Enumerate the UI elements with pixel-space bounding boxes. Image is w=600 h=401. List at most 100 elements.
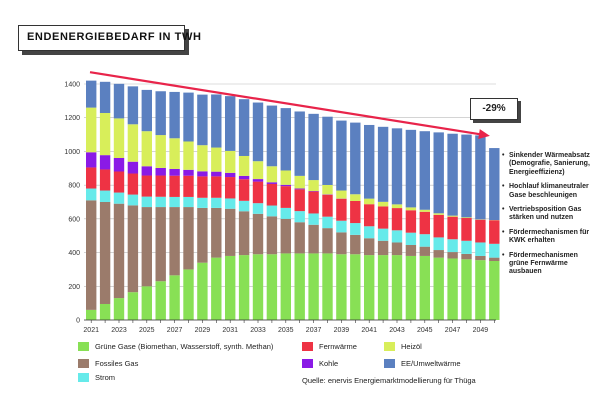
bar-segment-heizoel <box>197 145 208 172</box>
bar-segment-ee <box>99 81 111 113</box>
bar-segment-fernwaerme <box>127 173 139 195</box>
bar-segment-heizoel <box>280 170 291 185</box>
bar-segment-fossiles-gas <box>113 203 125 299</box>
bar-segment-gruene-gase <box>405 255 417 320</box>
bar-segment-fernwaerme <box>475 219 486 243</box>
bar-segment-fernwaerme <box>336 198 347 221</box>
legend-label: Fossiles Gas <box>95 359 139 368</box>
bar-segment-kohle <box>86 152 97 168</box>
bar-segment-ee <box>238 99 250 156</box>
x-tick-label: 2039 <box>334 327 350 334</box>
bullet-list: Sinkender Wärmeabsatz (Demografie, Sanie… <box>502 152 598 283</box>
bar-segment-kohle <box>183 169 194 176</box>
bar-segment-heizoel <box>433 213 444 215</box>
bar-segment-fossiles-gas <box>475 255 486 261</box>
bar-segment-strom <box>447 239 458 253</box>
bar-segment-fernwaerme <box>405 210 417 233</box>
bar-segment-gruene-gase <box>489 261 500 320</box>
legend-label: Grüne Gase (Biomethan, Wasserstoff, synt… <box>95 342 274 351</box>
bar-segment-fossiles-gas <box>419 246 430 256</box>
x-tick-label: 2027 <box>167 327 183 334</box>
trend-arrow-line <box>89 71 483 136</box>
bar-segment-heizoel <box>350 194 361 201</box>
bar-segment-strom <box>266 205 278 217</box>
bar-segment-strom <box>336 220 347 233</box>
bar-segment-ee <box>113 83 125 119</box>
bar-segment-gruene-gase <box>86 309 97 320</box>
bar-segment-fernwaerme <box>447 216 458 240</box>
bar-segment-heizoel <box>183 141 194 170</box>
bar-segment-heizoel <box>169 138 180 169</box>
legend-item-gruene-gase: Grüne Gase (Biomethan, Wasserstoff, synt… <box>78 342 273 351</box>
bar-segment-gruene-gase <box>266 254 278 320</box>
legend-label: Heizöl <box>401 342 422 351</box>
x-tick-label: 2041 <box>361 327 377 334</box>
bar-segment-kohle <box>294 188 305 190</box>
bar-segment-ee <box>461 134 472 218</box>
bullet-item: Vertriebsposition Gas stärken und nutzen <box>502 206 598 223</box>
bullet-item: Fördermechanismen grüne Fernwärme ausbau… <box>502 252 598 277</box>
legend-swatch <box>302 342 313 351</box>
y-tick-label: 200 <box>68 284 80 291</box>
bar-segment-gruene-gase <box>364 255 375 320</box>
bar-segment-strom <box>322 216 333 229</box>
bar-segment-strom <box>364 226 375 239</box>
bar-segment-heizoel <box>211 147 222 172</box>
bar-segment-fossiles-gas <box>86 200 97 310</box>
bar-segment-strom <box>238 200 250 212</box>
chart-title-box: ENDENERGIEBEDARF IN TWH <box>18 25 201 51</box>
bar-segment-heizoel <box>364 198 375 205</box>
bar-segment-gruene-gase <box>169 275 180 320</box>
bar-segment-fernwaerme <box>99 169 111 191</box>
bar-segment-kohle <box>238 175 250 180</box>
bar-segment-strom <box>475 242 486 256</box>
bar-segment-fernwaerme <box>489 220 500 244</box>
trend-arrow <box>89 71 490 140</box>
bar-segment-gruene-gase <box>419 255 430 320</box>
bar-segment-ee <box>489 148 500 221</box>
y-tick-label: 400 <box>68 250 80 257</box>
bar-segment-strom <box>113 192 125 204</box>
bar-segment-ee <box>280 108 291 171</box>
bar-segment-fernwaerme <box>266 183 278 206</box>
bar-segment-kohle <box>127 161 139 174</box>
bar-segment-strom <box>461 240 472 254</box>
bar-segment-strom <box>141 196 152 208</box>
bar-segment-heizoel <box>86 107 97 153</box>
bar-segment-fernwaerme <box>113 171 125 193</box>
bar-segment-heizoel <box>127 124 139 162</box>
x-tick-label: 2049 <box>473 327 489 334</box>
trend-arrow-head <box>478 129 490 140</box>
legend-label: Kohle <box>319 359 339 368</box>
bar-segment-fossiles-gas <box>141 207 152 287</box>
bar-segment-ee <box>155 91 166 136</box>
legend-swatch <box>302 359 313 368</box>
bar-segment-fossiles-gas <box>99 202 111 304</box>
bar-segment-ee <box>377 126 389 202</box>
bar-segment-fernwaerme <box>183 175 194 197</box>
legend-item-strom: Strom <box>78 373 115 382</box>
legend-item-fossiles-gas: Fossiles Gas <box>78 359 138 368</box>
y-tick-label: 0 <box>76 318 80 325</box>
x-tick-label: 2031 <box>222 327 238 334</box>
bar-segment-gruene-gase <box>377 255 389 320</box>
bar-segment-fossiles-gas <box>364 238 375 256</box>
bar-segment-gruene-gase <box>225 255 236 320</box>
bar-segment-fossiles-gas <box>280 218 291 254</box>
bar-segment-ee <box>294 111 305 176</box>
bar-segment-strom <box>489 243 500 258</box>
bar-segment-strom <box>86 188 97 201</box>
axes: 2021 2023 2025 2027 2029 2031 2033 2035 2037 2039… <box>83 319 496 334</box>
bar-segment-gruene-gase <box>211 257 222 320</box>
bar-segment-gruene-gase <box>336 254 347 320</box>
bullet-item: Sinkender Wärmeabsatz (Demografie, Sanie… <box>502 152 598 177</box>
bar-segment-ee <box>405 129 417 208</box>
bar-segment-fossiles-gas <box>322 228 333 254</box>
bar-segment-fernwaerme <box>169 175 180 197</box>
bar-segment-heizoel <box>322 184 333 195</box>
bar-segment-fossiles-gas <box>489 257 500 261</box>
bar-segment-kohle <box>308 191 319 192</box>
bar-segment-gruene-gase <box>350 254 361 320</box>
bar-segment-kohle <box>113 158 125 172</box>
